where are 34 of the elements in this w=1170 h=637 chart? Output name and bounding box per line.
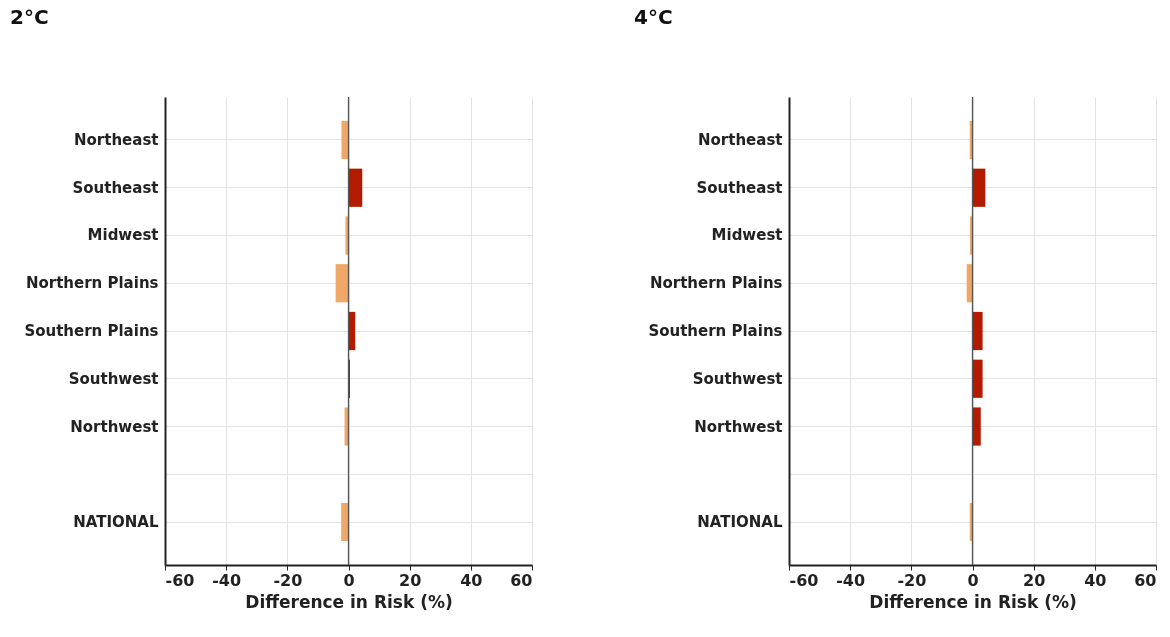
chart-title: 4°C [634,5,673,30]
x-tick-label: 20 [399,570,422,590]
y-tick-label: NATIONAL [73,513,159,532]
y-tick-label: Southeast [696,178,783,197]
y-tick-label: Southeast [72,178,159,197]
y-tick-label: Southwest [692,369,783,388]
x-tick-label: 0 [967,570,979,590]
chart-title: 2°C [10,5,49,30]
x-tick-label: 40 [1084,570,1107,590]
y-tick-label: NATIONAL [697,513,783,532]
y-tick-label: Northwest [694,417,783,436]
x-tick-label: 40 [460,570,483,590]
y-tick-label: Midwest [711,226,783,245]
y-tick-label: Southern Plains [648,322,783,340]
y-tick-label: Southwest [68,369,159,388]
x-tick-label: -60 [789,570,819,590]
x-tick-label: -40 [836,570,866,590]
x-tick-label: 20 [1023,570,1046,590]
y-tick-label: Northern Plains [649,274,783,293]
x-tick-label: -20 [897,570,927,590]
y-tick-label: Midwest [87,226,159,245]
x-tick-label: 60 [1134,570,1157,590]
y-tick-label: Southern Plains [24,322,159,340]
x-axis-title: Difference in Risk (%) [245,591,453,612]
x-tick-label: -40 [212,570,242,590]
x-tick-label: -20 [273,570,303,590]
y-tick-label: Northeast [698,130,783,149]
y-tick-label: Northeast [74,130,159,149]
x-tick-label: 0 [343,570,355,590]
x-tick-label: -60 [165,570,195,590]
x-tick-label: 60 [510,570,533,590]
x-axis-title: Difference in Risk (%) [869,591,1077,612]
y-tick-label: Northwest [70,417,159,436]
y-tick-label: Northern Plains [25,274,159,293]
